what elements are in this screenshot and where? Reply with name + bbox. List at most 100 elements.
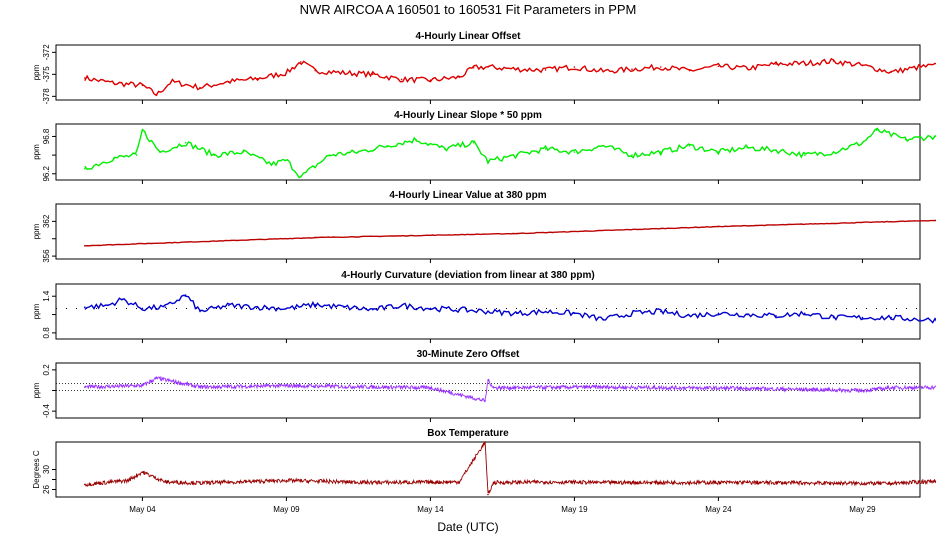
- data-point: [141, 84, 144, 87]
- data-point: [458, 481, 461, 483]
- data-point: [717, 225, 720, 228]
- panel-3: 4-Hourly Linear Value at 380 ppm 356 362pp…: [32, 190, 936, 263]
- panel-title: Box Temperature: [427, 428, 509, 439]
- y-tick-label: -378: [42, 88, 51, 105]
- data-point: [285, 479, 288, 482]
- data-point: [458, 76, 461, 79]
- data-point: [164, 306, 167, 309]
- y-tick-label: -375: [42, 66, 51, 83]
- data-point: [141, 384, 144, 387]
- y-tick-label: 356: [42, 249, 51, 263]
- data-point: [472, 66, 475, 69]
- data-point: [256, 306, 259, 309]
- data-point: [660, 310, 662, 313]
- data-point: [141, 307, 144, 310]
- panel-frame: [55, 123, 921, 181]
- y-axis-label: ppm: [32, 303, 41, 319]
- data-point: [573, 312, 576, 315]
- data-series: [84, 57, 936, 97]
- y-tick-label: 0.2: [42, 364, 51, 376]
- data-point: [904, 138, 907, 141]
- data-point: [516, 68, 518, 70]
- data-point: [285, 72, 288, 74]
- y-tick-label: 96.2: [42, 165, 51, 181]
- x-tick-label: May 19: [561, 505, 588, 514]
- data-point: [458, 308, 461, 311]
- data-point: [184, 141, 187, 144]
- panel-frame: [55, 283, 921, 340]
- data-point: [804, 312, 806, 315]
- data-point: [415, 138, 417, 141]
- y-tick-label: 1.4: [42, 290, 51, 302]
- data-point: [127, 479, 129, 482]
- data-point: [487, 160, 489, 163]
- data-point: [271, 163, 273, 166]
- data-point: [84, 244, 86, 247]
- data-point: [429, 307, 432, 310]
- data-point: [141, 129, 144, 132]
- data-point: [890, 316, 892, 319]
- data-point: [487, 66, 489, 68]
- data-point: [372, 481, 374, 484]
- data-point: [746, 67, 748, 70]
- panel-4: 4-Hourly Curvature (deviation from linea…: [32, 270, 936, 343]
- y-axis-label: ppm: [32, 223, 41, 239]
- data-point: [472, 141, 475, 144]
- data-point: [84, 386, 86, 388]
- data-point: [121, 298, 124, 301]
- data-point: [213, 154, 216, 156]
- data-point: [429, 386, 432, 389]
- data-point: [688, 144, 691, 147]
- data-point: [516, 154, 518, 156]
- data-point: [343, 306, 345, 309]
- data-point: [775, 149, 777, 151]
- data-point: [717, 312, 720, 315]
- y-axis-label: ppm: [32, 382, 41, 398]
- data-point: [487, 493, 489, 496]
- data-point: [775, 314, 777, 317]
- data-point: [602, 386, 604, 388]
- data-point: [156, 377, 158, 379]
- data-point: [285, 159, 288, 161]
- y-tick-label: 30: [42, 465, 51, 474]
- data-series: [84, 219, 936, 247]
- data-point: [492, 481, 495, 484]
- data-point: [516, 312, 518, 315]
- x-tick-label: May 14: [417, 505, 444, 514]
- panel-2: 4-Hourly Linear Slope * 50 ppm 96.2 96.8pp…: [32, 110, 936, 184]
- y-tick-label: -372: [42, 44, 51, 61]
- y-tick-label: 26: [42, 485, 51, 494]
- data-point: [602, 144, 604, 147]
- x-axis-label: Date (UTC): [437, 520, 498, 534]
- data-point: [135, 154, 138, 156]
- data-point: [492, 386, 495, 389]
- data-point: [775, 63, 777, 65]
- data-point: [386, 144, 389, 147]
- data-point: [164, 481, 167, 483]
- data-point: [890, 71, 892, 73]
- data-point: [328, 154, 331, 156]
- data-point: [484, 441, 486, 443]
- data-point: [573, 151, 576, 153]
- data-point: [112, 82, 115, 84]
- panel-title: 30-Minute Zero Offset: [417, 349, 520, 360]
- data-point: [400, 304, 403, 307]
- data-point: [343, 72, 345, 74]
- data-series: [84, 440, 936, 495]
- data-point: [602, 481, 604, 484]
- data-point: [717, 151, 720, 153]
- data-point: [861, 64, 864, 67]
- data-point: [228, 80, 230, 83]
- data-point: [861, 389, 864, 392]
- data-series: [84, 127, 936, 179]
- data-point: [444, 148, 446, 150]
- data-point: [228, 304, 230, 307]
- y-axis-label: ppm: [32, 64, 41, 80]
- data-point: [746, 481, 748, 484]
- y-tick-label: -0.4: [42, 404, 51, 418]
- x-tick-label: May 24: [705, 505, 732, 514]
- data-point: [631, 68, 633, 70]
- data-point: [184, 294, 187, 296]
- data-point: [199, 386, 201, 388]
